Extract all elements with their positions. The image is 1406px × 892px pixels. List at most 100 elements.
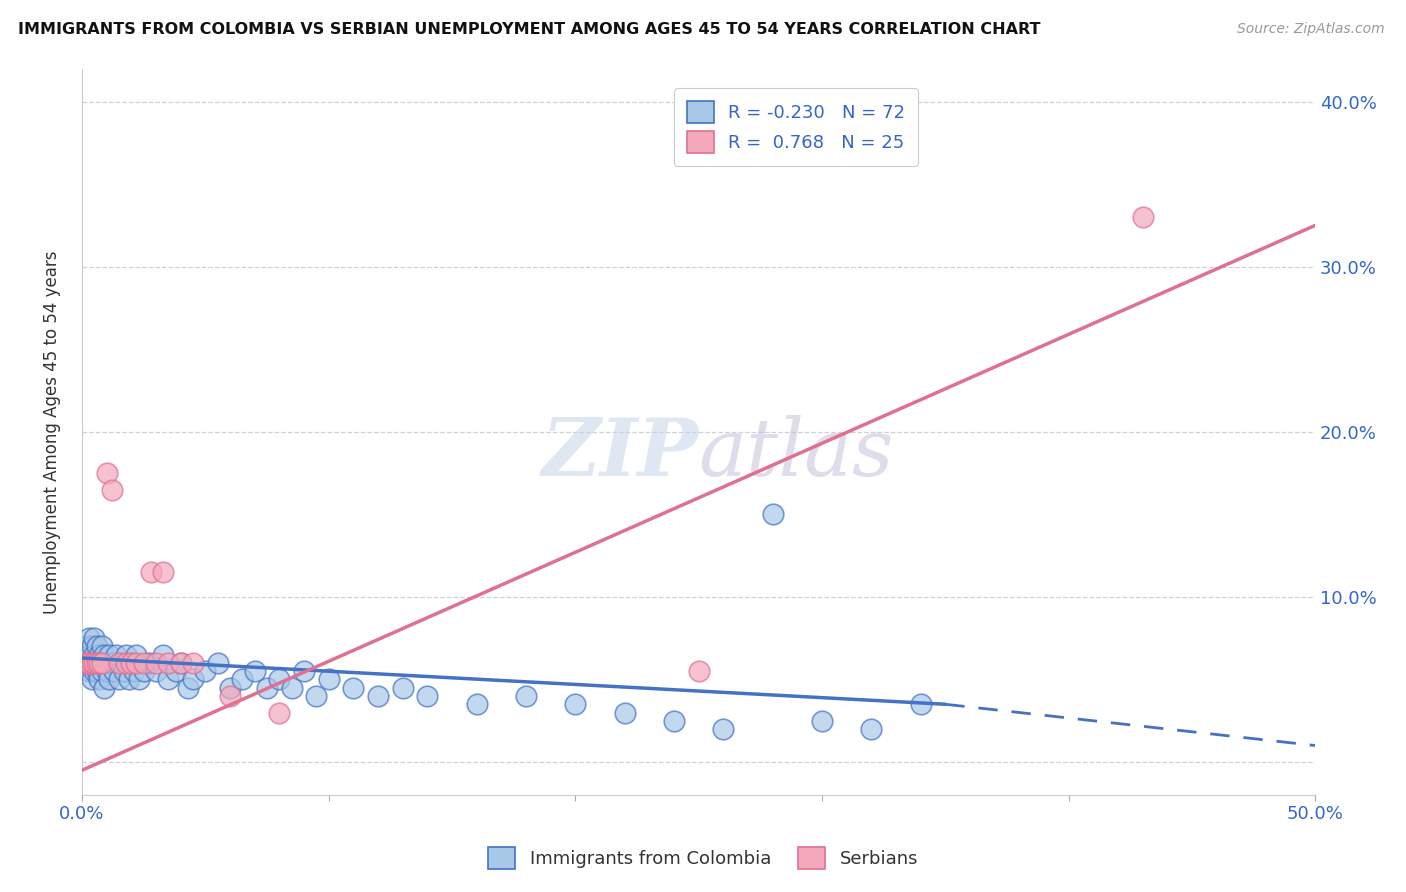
Point: [342, 681, 364, 695]
Point: [93, 681, 115, 695]
Point: [243, 664, 266, 678]
Point: [318, 673, 340, 687]
Point: [108, 656, 131, 670]
Legend: Immigrants from Colombia, Serbians: Immigrants from Colombia, Serbians: [479, 838, 927, 879]
Point: [138, 656, 160, 670]
Point: [89, 673, 111, 687]
Point: [219, 689, 242, 703]
Point: [145, 656, 167, 670]
Point: [86, 640, 108, 654]
Point: [564, 698, 586, 712]
Point: [90, 656, 112, 670]
Point: [280, 681, 302, 695]
Point: [96, 656, 118, 670]
Point: [157, 673, 180, 687]
Point: [367, 689, 389, 703]
Point: [860, 722, 883, 736]
Point: [83, 656, 105, 670]
Point: [292, 664, 315, 678]
Text: atlas: atlas: [699, 415, 894, 492]
Point: [90, 640, 112, 654]
Point: [152, 648, 174, 662]
Point: [207, 656, 229, 670]
Point: [83, 631, 105, 645]
Point: [86, 664, 108, 678]
Point: [115, 648, 138, 662]
Point: [811, 714, 834, 728]
Point: [169, 656, 191, 670]
Point: [194, 664, 217, 678]
Point: [76, 656, 98, 670]
Point: [688, 664, 710, 678]
Point: [79, 664, 101, 678]
Point: [112, 664, 135, 678]
Point: [83, 664, 105, 678]
Text: IMMIGRANTS FROM COLOMBIA VS SERBIAN UNEMPLOYMENT AMONG AGES 45 TO 54 YEARS CORRE: IMMIGRANTS FROM COLOMBIA VS SERBIAN UNEM…: [18, 22, 1040, 37]
Point: [100, 656, 122, 670]
Point: [125, 656, 148, 670]
Point: [110, 656, 132, 670]
Point: [89, 648, 111, 662]
Point: [80, 656, 103, 670]
Text: Source: ZipAtlas.com: Source: ZipAtlas.com: [1237, 22, 1385, 37]
Point: [108, 673, 131, 687]
Point: [662, 714, 685, 728]
Y-axis label: Unemployment Among Ages 45 to 54 years: Unemployment Among Ages 45 to 54 years: [44, 250, 60, 614]
Point: [86, 656, 108, 670]
Point: [910, 698, 932, 712]
Point: [152, 565, 174, 579]
Point: [219, 681, 242, 695]
Point: [93, 648, 115, 662]
Point: [181, 673, 204, 687]
Point: [177, 681, 200, 695]
Point: [231, 673, 253, 687]
Point: [165, 664, 187, 678]
Point: [96, 664, 118, 678]
Point: [80, 673, 103, 687]
Point: [132, 656, 155, 670]
Point: [80, 640, 103, 654]
Legend: R = -0.230   N = 72, R =  0.768   N = 25: R = -0.230 N = 72, R = 0.768 N = 25: [673, 88, 918, 166]
Point: [115, 656, 138, 670]
Point: [391, 681, 413, 695]
Point: [100, 483, 122, 497]
Point: [80, 656, 103, 670]
Point: [269, 706, 291, 720]
Point: [73, 648, 96, 662]
Point: [120, 656, 142, 670]
Point: [145, 664, 167, 678]
Point: [761, 508, 783, 522]
Point: [120, 656, 142, 670]
Point: [711, 722, 734, 736]
Point: [465, 698, 488, 712]
Point: [79, 656, 101, 670]
Point: [139, 565, 162, 579]
Point: [1132, 210, 1154, 224]
Point: [181, 656, 204, 670]
Point: [125, 648, 148, 662]
Point: [613, 706, 636, 720]
Point: [96, 466, 118, 480]
Point: [118, 673, 141, 687]
Point: [98, 673, 121, 687]
Point: [132, 664, 155, 678]
Point: [269, 673, 291, 687]
Point: [79, 648, 101, 662]
Point: [103, 664, 125, 678]
Point: [98, 648, 121, 662]
Text: ZIP: ZIP: [541, 415, 699, 492]
Point: [73, 656, 96, 670]
Point: [90, 656, 112, 670]
Point: [83, 648, 105, 662]
Point: [416, 689, 439, 703]
Point: [169, 656, 191, 670]
Point: [90, 664, 112, 678]
Point: [89, 656, 111, 670]
Point: [128, 673, 150, 687]
Point: [86, 656, 108, 670]
Point: [105, 648, 128, 662]
Point: [305, 689, 328, 703]
Point: [515, 689, 537, 703]
Point: [76, 640, 98, 654]
Point: [157, 656, 180, 670]
